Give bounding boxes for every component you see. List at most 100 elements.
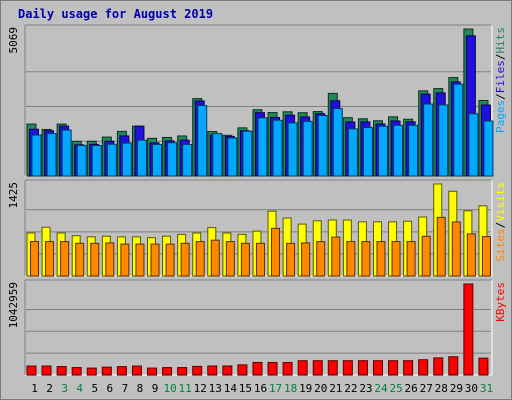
bar-kbytes-day-14 <box>222 365 233 376</box>
bar-pages-day-13 <box>212 133 223 177</box>
x-tick-label: 1 <box>31 382 38 395</box>
y-axis-max-label: 1425 <box>7 182 20 209</box>
x-tick-label: 9 <box>152 382 159 395</box>
chart-title: Daily usage for August 2019 <box>18 7 213 21</box>
x-tick-label: 16 <box>254 382 267 395</box>
bar-kbytes-day-11 <box>177 367 188 376</box>
bar-kbytes-day-6 <box>101 366 112 376</box>
bar-sites-day-27 <box>421 235 431 277</box>
bar-sites-day-25 <box>391 241 401 277</box>
bar-kbytes-day-10 <box>162 367 173 376</box>
bar-pages-day-26 <box>408 124 419 177</box>
x-tick-label: 15 <box>239 382 252 395</box>
legend-files: Files <box>494 60 507 93</box>
x-tick-label: 8 <box>137 382 144 395</box>
bar-pages-day-3 <box>61 129 72 177</box>
bar-pages-day-9 <box>152 144 163 177</box>
legend-kbytes: KBytes <box>494 282 507 322</box>
bar-pages-day-31 <box>483 120 494 177</box>
legend-hits: Hits <box>494 27 507 54</box>
bar-pages-day-21 <box>332 108 343 177</box>
bar-pages-day-16 <box>257 117 268 177</box>
x-tick-label: 17 <box>269 382 282 395</box>
bar-kbytes-day-1 <box>26 365 37 376</box>
x-tick-label: 12 <box>194 382 207 395</box>
bar-pages-day-23 <box>362 126 373 177</box>
bar-sites-day-5 <box>90 242 100 277</box>
bar-sites-day-24 <box>376 241 386 277</box>
x-tick-label: 24 <box>374 382 388 395</box>
bar-sites-day-19 <box>301 242 311 277</box>
bar-sites-day-26 <box>406 241 416 277</box>
bar-kbytes-day-5 <box>86 367 97 376</box>
bar-sites-day-12 <box>195 241 205 277</box>
bar-pages-day-7 <box>121 142 132 177</box>
bar-kbytes-day-13 <box>207 365 218 376</box>
x-tick-label: 10 <box>163 382 176 395</box>
x-tick-label: 11 <box>179 382 192 395</box>
x-tick-label: 25 <box>389 382 402 395</box>
x-tick-label: 2 <box>46 382 53 395</box>
x-tick-label: 6 <box>107 382 114 395</box>
bar-sites-day-31 <box>481 236 491 277</box>
bar-pages-day-20 <box>317 115 328 177</box>
bar-sites-day-18 <box>286 242 296 277</box>
bar-kbytes-day-26 <box>403 360 414 376</box>
bar-sites-day-20 <box>316 241 326 277</box>
bar-pages-day-27 <box>423 103 434 177</box>
bar-sites-day-9 <box>150 243 160 277</box>
x-tick-label: 7 <box>122 382 129 395</box>
bar-kbytes-day-3 <box>56 366 67 376</box>
bar-pages-day-10 <box>167 142 178 177</box>
x-tick-label: 18 <box>284 382 297 395</box>
bar-sites-day-4 <box>75 242 85 277</box>
bar-kbytes-day-19 <box>297 360 308 376</box>
bar-kbytes-day-25 <box>388 360 399 376</box>
bar-pages-day-2 <box>46 133 57 177</box>
bar-kbytes-day-20 <box>312 360 323 376</box>
legend-pages: Pages <box>494 100 507 133</box>
panel-kbytes <box>25 280 492 375</box>
x-tick-label: 23 <box>359 382 372 395</box>
y-axis-max-label: 5069 <box>7 27 20 54</box>
x-tick-label: 31 <box>480 382 493 395</box>
bar-sites-day-22 <box>346 241 356 277</box>
x-tick-label: 19 <box>299 382 312 395</box>
bar-kbytes-day-31 <box>478 357 489 376</box>
bar-pages-day-29 <box>453 83 464 177</box>
bar-sites-day-23 <box>361 241 371 277</box>
x-tick-label: 29 <box>450 382 463 395</box>
bar-sites-day-11 <box>180 242 190 277</box>
bar-kbytes-day-24 <box>372 360 383 376</box>
bar-kbytes-day-9 <box>147 367 158 376</box>
bar-sites-day-8 <box>135 243 145 277</box>
bar-sites-day-30 <box>466 233 476 277</box>
bar-sites-day-1 <box>30 241 39 277</box>
bar-kbytes-day-28 <box>433 357 444 376</box>
x-tick-label: 28 <box>435 382 448 395</box>
bar-pages-day-30 <box>468 113 479 177</box>
bar-pages-day-25 <box>393 124 404 177</box>
bar-sites-day-10 <box>165 243 175 277</box>
bar-kbytes-day-7 <box>116 366 127 376</box>
x-tick-label: 21 <box>329 382 342 395</box>
bar-kbytes-day-18 <box>282 361 293 376</box>
x-tick-label: 3 <box>61 382 68 395</box>
bar-sites-day-21 <box>331 236 341 277</box>
bar-pages-day-15 <box>242 130 253 177</box>
bar-pages-day-6 <box>106 143 117 177</box>
bar-pages-day-17 <box>272 119 283 177</box>
bar-sites-day-7 <box>120 243 130 277</box>
bar-kbytes-day-8 <box>131 365 142 376</box>
bar-kbytes-day-23 <box>357 360 368 376</box>
y-axis-title: KBytes <box>494 282 507 322</box>
bar-pages-day-12 <box>197 105 208 177</box>
y-axis-max-label: 1042959 <box>7 282 20 328</box>
bar-sites-day-13 <box>210 239 220 277</box>
bar-sites-day-16 <box>255 242 265 277</box>
bar-kbytes-day-29 <box>448 356 459 376</box>
bar-pages-day-4 <box>76 144 87 177</box>
bar-pages-day-19 <box>302 120 313 177</box>
bar-kbytes-day-12 <box>192 365 203 376</box>
